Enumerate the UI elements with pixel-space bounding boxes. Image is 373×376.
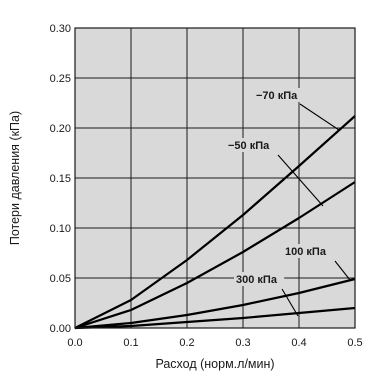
label-leader-0 (299, 103, 340, 131)
curves (74, 115, 356, 330)
curve-labels: −70 кПа −50 кПа 100 кПа 300 кПа (226, 88, 334, 286)
series-line-1 (74, 181, 356, 330)
y-tick-label: 0.20 (50, 123, 71, 135)
x-tick-label: 0.4 (291, 337, 306, 349)
x-tick-labels: 0.0 0.1 0.2 0.3 0.4 0.5 (67, 337, 362, 349)
x-tick-label: 0.3 (235, 337, 250, 349)
curve-label-bg-0 (254, 88, 305, 102)
curve-label-bg-1 (226, 138, 277, 152)
y-tick-label: 0.10 (50, 223, 71, 235)
label-leader-3 (281, 288, 299, 317)
plot-frame (74, 27, 356, 329)
y-tick-label: 0.15 (50, 173, 71, 185)
curve-label-0: −70 кПа (256, 90, 298, 102)
label-leaders (277, 103, 351, 317)
y-axis-title: Потери давления (кПа) (8, 111, 22, 245)
y-tick-label: 0.00 (50, 323, 71, 335)
curve-label-1: −50 кПа (228, 140, 270, 152)
curve-label-2: 100 кПа (285, 246, 327, 258)
x-tick-label: 0.2 (179, 337, 194, 349)
series-line-2 (74, 277, 356, 330)
y-tick-label: 0.05 (50, 273, 71, 285)
y-tick-labels: 0.00 0.05 0.10 0.15 0.20 0.25 0.30 (50, 23, 71, 335)
label-leader-1 (277, 154, 324, 207)
y-tick-label: 0.25 (50, 73, 71, 85)
x-tick-label: 0.5 (347, 337, 362, 349)
grid (75, 28, 355, 328)
series-line-3 (74, 306, 356, 330)
series-line-0 (74, 115, 356, 329)
label-leader-2 (334, 260, 351, 281)
x-tick-label: 0.1 (123, 337, 138, 349)
x-tick-label: 0.0 (67, 337, 82, 349)
x-axis-title: Расход (норм.л/мин) (155, 357, 274, 371)
curve-label-3: 300 кПа (236, 274, 278, 286)
y-tick-label: 0.30 (50, 23, 71, 35)
curve-label-bg-2 (283, 244, 334, 258)
curve-label-bg-3 (234, 272, 285, 286)
